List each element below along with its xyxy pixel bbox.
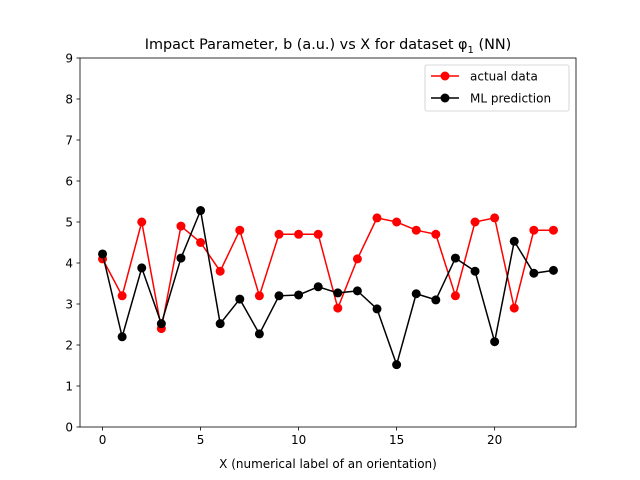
legend: actual data ML prediction [424, 64, 570, 112]
data-point [509, 303, 519, 313]
data-point [509, 236, 519, 246]
y-tick-label: 0 [65, 420, 73, 434]
x-tick-label: 10 [291, 433, 306, 447]
y-tick-label: 3 [65, 297, 73, 311]
data-point [215, 266, 225, 276]
axes-frame [79, 57, 577, 428]
data-point [235, 225, 245, 235]
data-point [490, 213, 500, 223]
data-point [352, 254, 362, 264]
y-tick-label: 1 [65, 379, 73, 393]
y-tick-label: 7 [65, 133, 73, 147]
data-point [98, 249, 108, 259]
y-tick-label: 4 [65, 256, 73, 270]
data-point [450, 291, 460, 301]
data-point [117, 291, 127, 301]
data-point [450, 253, 460, 263]
data-point [470, 266, 480, 276]
data-point [392, 360, 402, 370]
data-point [333, 303, 343, 313]
y-tick-label: 8 [65, 92, 73, 106]
data-point [372, 213, 382, 223]
data-point [196, 206, 206, 216]
data-point [176, 253, 186, 263]
data-point [274, 229, 284, 239]
legend-box [424, 64, 570, 112]
data-point [176, 221, 186, 231]
data-point [274, 291, 284, 301]
data-point [313, 229, 323, 239]
data-point [392, 217, 402, 227]
legend-marker [440, 93, 450, 103]
data-point [254, 329, 264, 339]
data-point [372, 304, 382, 314]
x-tick-label: 20 [487, 433, 502, 447]
data-point [313, 282, 323, 292]
chart-title: Impact Parameter, b (a.u.) vs X for data… [145, 37, 512, 56]
data-point [137, 217, 147, 227]
x-tick-label: 0 [99, 433, 107, 447]
data-point [235, 294, 245, 304]
series-1 [98, 206, 558, 370]
data-point [117, 332, 127, 342]
plot-area: 0 5 10 15 20 0 1 2 3 4 5 6 7 8 9 [65, 51, 577, 447]
legend-marker [440, 71, 450, 81]
data-point [137, 263, 147, 273]
data-point [529, 225, 539, 235]
data-point [352, 286, 362, 296]
data-point [470, 217, 480, 227]
data-point [411, 225, 421, 235]
legend-item: ML prediction [431, 91, 551, 105]
x-axis-label: X (numerical label of an orientation) [219, 457, 437, 471]
data-point [490, 337, 500, 347]
data-point [548, 225, 558, 235]
y-tick-label: 2 [65, 338, 73, 352]
legend-label: actual data [470, 69, 538, 83]
series-line [101, 207, 554, 368]
x-tick-label: 15 [389, 433, 404, 447]
legend-label: ML prediction [470, 91, 551, 105]
data-point [431, 229, 441, 239]
data-point [254, 291, 264, 301]
legend-item: actual data [431, 69, 538, 83]
data-point [431, 295, 441, 305]
data-point [294, 290, 304, 300]
data-point [215, 319, 225, 329]
y-tick-label: 5 [65, 215, 73, 229]
x-tick-label: 5 [197, 433, 205, 447]
y-tick-label: 9 [65, 51, 73, 65]
data-point [548, 265, 558, 275]
data-point [411, 289, 421, 299]
data-point [529, 268, 539, 278]
data-point [294, 229, 304, 239]
data-point [196, 238, 206, 247]
data-point [156, 319, 166, 329]
y-tick-label: 6 [65, 174, 73, 188]
data-point [333, 288, 343, 298]
